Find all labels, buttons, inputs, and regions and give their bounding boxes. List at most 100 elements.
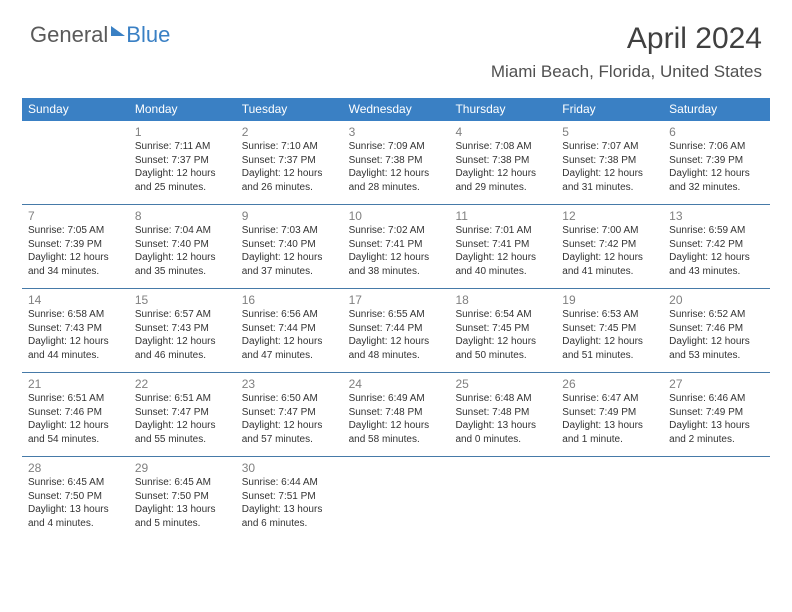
daylight-text: Daylight: 13 hours [562, 419, 657, 433]
day-info: Sunrise: 7:02 AMSunset: 7:41 PMDaylight:… [349, 224, 444, 278]
day-number: 22 [135, 377, 230, 391]
day-info: Sunrise: 6:48 AMSunset: 7:48 PMDaylight:… [455, 392, 550, 446]
day-number: 25 [455, 377, 550, 391]
day-cell: 12Sunrise: 7:00 AMSunset: 7:42 PMDayligh… [556, 205, 663, 288]
week-row: 1Sunrise: 7:11 AMSunset: 7:37 PMDaylight… [22, 121, 770, 205]
day-cell: 29Sunrise: 6:45 AMSunset: 7:50 PMDayligh… [129, 457, 236, 540]
daylight-text: Daylight: 12 hours [669, 251, 764, 265]
daylight-text: Daylight: 12 hours [455, 167, 550, 181]
sunrise-text: Sunrise: 7:10 AM [242, 140, 337, 154]
day-info: Sunrise: 7:00 AMSunset: 7:42 PMDaylight:… [562, 224, 657, 278]
daylight-text: and 26 minutes. [242, 181, 337, 195]
sunrise-text: Sunrise: 6:59 AM [669, 224, 764, 238]
day-number: 15 [135, 293, 230, 307]
daylight-text: Daylight: 12 hours [349, 335, 444, 349]
day-number: 27 [669, 377, 764, 391]
daylight-text: Daylight: 12 hours [28, 251, 123, 265]
sunset-text: Sunset: 7:45 PM [455, 322, 550, 336]
sunrise-text: Sunrise: 7:09 AM [349, 140, 444, 154]
daylight-text: Daylight: 12 hours [28, 335, 123, 349]
week-row: 21Sunrise: 6:51 AMSunset: 7:46 PMDayligh… [22, 373, 770, 457]
daylight-text: Daylight: 12 hours [242, 251, 337, 265]
day-number: 29 [135, 461, 230, 475]
daylight-text: Daylight: 12 hours [669, 335, 764, 349]
weeks-container: 1Sunrise: 7:11 AMSunset: 7:37 PMDaylight… [22, 121, 770, 540]
sunrise-text: Sunrise: 7:07 AM [562, 140, 657, 154]
day-number: 1 [135, 125, 230, 139]
day-number: 18 [455, 293, 550, 307]
daylight-text: Daylight: 12 hours [135, 167, 230, 181]
day-info: Sunrise: 6:44 AMSunset: 7:51 PMDaylight:… [242, 476, 337, 530]
logo-text-1: General [30, 22, 108, 48]
daylight-text: and 0 minutes. [455, 433, 550, 447]
sunrise-text: Sunrise: 6:58 AM [28, 308, 123, 322]
day-info: Sunrise: 6:46 AMSunset: 7:49 PMDaylight:… [669, 392, 764, 446]
daylight-text: and 29 minutes. [455, 181, 550, 195]
sunset-text: Sunset: 7:49 PM [669, 406, 764, 420]
daylight-text: and 46 minutes. [135, 349, 230, 363]
day-info: Sunrise: 7:09 AMSunset: 7:38 PMDaylight:… [349, 140, 444, 194]
weekday-header-row: Sunday Monday Tuesday Wednesday Thursday… [22, 98, 770, 121]
day-cell: 23Sunrise: 6:50 AMSunset: 7:47 PMDayligh… [236, 373, 343, 456]
sunset-text: Sunset: 7:42 PM [669, 238, 764, 252]
weekday-header: Sunday [22, 98, 129, 121]
sunset-text: Sunset: 7:48 PM [349, 406, 444, 420]
daylight-text: Daylight: 12 hours [455, 251, 550, 265]
week-row: 28Sunrise: 6:45 AMSunset: 7:50 PMDayligh… [22, 457, 770, 540]
day-cell: 16Sunrise: 6:56 AMSunset: 7:44 PMDayligh… [236, 289, 343, 372]
sunset-text: Sunset: 7:43 PM [28, 322, 123, 336]
day-number: 13 [669, 209, 764, 223]
daylight-text: and 58 minutes. [349, 433, 444, 447]
day-info: Sunrise: 6:47 AMSunset: 7:49 PMDaylight:… [562, 392, 657, 446]
daylight-text: and 6 minutes. [242, 517, 337, 531]
day-cell: 21Sunrise: 6:51 AMSunset: 7:46 PMDayligh… [22, 373, 129, 456]
day-cell: 20Sunrise: 6:52 AMSunset: 7:46 PMDayligh… [663, 289, 770, 372]
week-row: 7Sunrise: 7:05 AMSunset: 7:39 PMDaylight… [22, 205, 770, 289]
day-cell: 6Sunrise: 7:06 AMSunset: 7:39 PMDaylight… [663, 121, 770, 204]
daylight-text: Daylight: 12 hours [562, 251, 657, 265]
daylight-text: Daylight: 13 hours [135, 503, 230, 517]
sunset-text: Sunset: 7:50 PM [28, 490, 123, 504]
sunrise-text: Sunrise: 6:45 AM [28, 476, 123, 490]
daylight-text: Daylight: 12 hours [242, 419, 337, 433]
day-number: 6 [669, 125, 764, 139]
daylight-text: and 4 minutes. [28, 517, 123, 531]
daylight-text: and 1 minute. [562, 433, 657, 447]
sunrise-text: Sunrise: 7:05 AM [28, 224, 123, 238]
day-info: Sunrise: 6:45 AMSunset: 7:50 PMDaylight:… [135, 476, 230, 530]
day-number: 26 [562, 377, 657, 391]
daylight-text: Daylight: 13 hours [28, 503, 123, 517]
sunset-text: Sunset: 7:44 PM [242, 322, 337, 336]
page-title: April 2024 [627, 22, 762, 56]
day-info: Sunrise: 6:58 AMSunset: 7:43 PMDaylight:… [28, 308, 123, 362]
day-cell: 9Sunrise: 7:03 AMSunset: 7:40 PMDaylight… [236, 205, 343, 288]
sunrise-text: Sunrise: 6:54 AM [455, 308, 550, 322]
day-number: 3 [349, 125, 444, 139]
sunrise-text: Sunrise: 6:57 AM [135, 308, 230, 322]
sunrise-text: Sunrise: 6:49 AM [349, 392, 444, 406]
daylight-text: and 37 minutes. [242, 265, 337, 279]
day-number: 16 [242, 293, 337, 307]
sunset-text: Sunset: 7:38 PM [455, 154, 550, 168]
day-info: Sunrise: 6:49 AMSunset: 7:48 PMDaylight:… [349, 392, 444, 446]
day-cell: 7Sunrise: 7:05 AMSunset: 7:39 PMDaylight… [22, 205, 129, 288]
daylight-text: and 53 minutes. [669, 349, 764, 363]
day-cell: 15Sunrise: 6:57 AMSunset: 7:43 PMDayligh… [129, 289, 236, 372]
sunset-text: Sunset: 7:45 PM [562, 322, 657, 336]
day-info: Sunrise: 6:52 AMSunset: 7:46 PMDaylight:… [669, 308, 764, 362]
day-info: Sunrise: 6:50 AMSunset: 7:47 PMDaylight:… [242, 392, 337, 446]
sunset-text: Sunset: 7:38 PM [349, 154, 444, 168]
day-number: 10 [349, 209, 444, 223]
day-cell: 25Sunrise: 6:48 AMSunset: 7:48 PMDayligh… [449, 373, 556, 456]
weekday-header: Tuesday [236, 98, 343, 121]
daylight-text: Daylight: 13 hours [669, 419, 764, 433]
weekday-header: Saturday [663, 98, 770, 121]
sunrise-text: Sunrise: 7:03 AM [242, 224, 337, 238]
daylight-text: and 55 minutes. [135, 433, 230, 447]
logo-triangle-icon [111, 26, 125, 36]
daylight-text: Daylight: 12 hours [242, 167, 337, 181]
sunset-text: Sunset: 7:44 PM [349, 322, 444, 336]
sunrise-text: Sunrise: 6:52 AM [669, 308, 764, 322]
daylight-text: Daylight: 12 hours [562, 167, 657, 181]
sunset-text: Sunset: 7:48 PM [455, 406, 550, 420]
